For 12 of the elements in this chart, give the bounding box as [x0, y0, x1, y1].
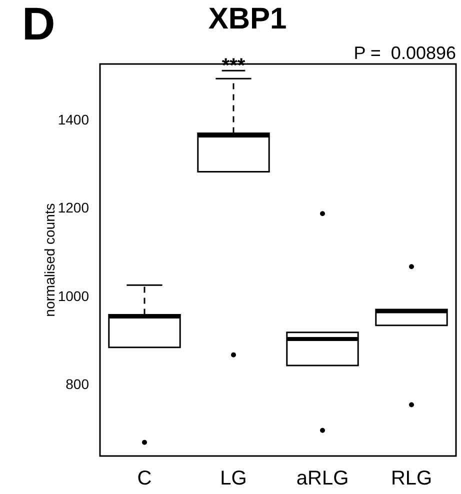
chart-title: XBP1: [208, 2, 287, 36]
text: D: [22, 0, 56, 50]
x-tick-label: aRLG: [296, 468, 349, 490]
y-tick-label: 1400: [58, 111, 90, 128]
y-tick-label: 1200: [58, 200, 90, 216]
y-tick-label: 800: [66, 376, 90, 392]
y-tick-label: 1000: [58, 288, 90, 304]
text: P = 0.00896: [354, 42, 456, 63]
x-tick-label: RLG: [390, 468, 432, 490]
y-axis-title: normalised counts: [41, 203, 58, 317]
x-tick-label: LG: [220, 468, 247, 490]
x-tick-label: C: [137, 468, 152, 490]
